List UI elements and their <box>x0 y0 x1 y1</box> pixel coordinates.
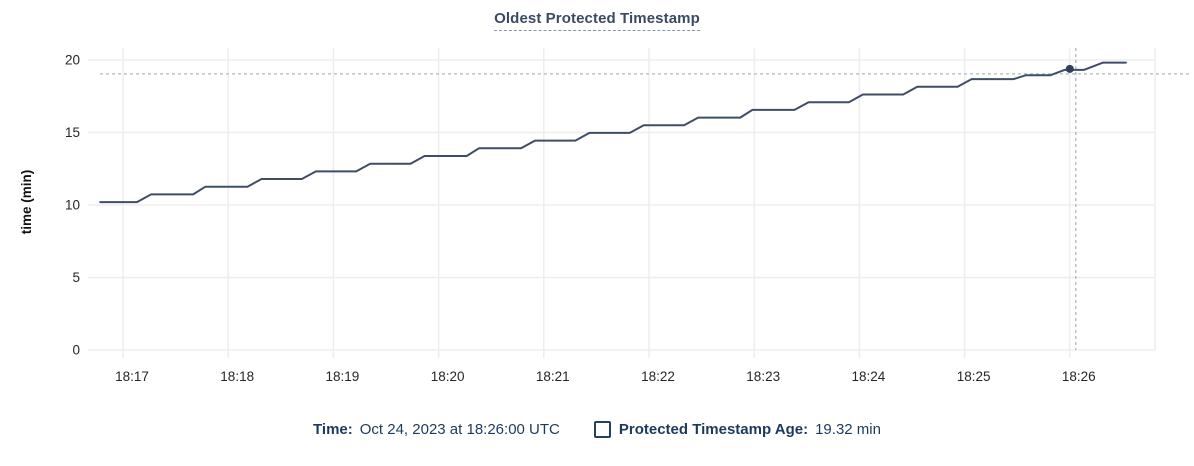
x-tick-label: 18:17 <box>115 369 149 384</box>
x-tick-label: 18:25 <box>957 369 991 384</box>
x-tick-label: 18:26 <box>1062 369 1096 384</box>
y-axis-label: time (min) <box>19 170 34 235</box>
legend-time-value: Oct 24, 2023 at 18:26:00 UTC <box>359 421 560 438</box>
legend-entry-protected-timestamp-age[interactable]: Protected Timestamp Age: 19.32 min <box>593 421 881 438</box>
x-tick-label: 18:23 <box>746 369 780 384</box>
series-line-protected-timestamp-age <box>99 61 1127 204</box>
y-tick-label: 5 <box>72 270 80 285</box>
x-tick-label: 18:21 <box>536 369 570 384</box>
legend-age-label: Protected Timestamp Age: <box>618 421 809 438</box>
y-tick-label: 20 <box>65 53 80 68</box>
x-tick-label: 18:20 <box>431 369 465 384</box>
chart-plot-area[interactable] <box>88 48 1155 350</box>
hovered-data-point <box>1065 64 1074 73</box>
legend-entry-time: Time: Oct 24, 2023 at 18:26:00 UTC <box>313 421 560 438</box>
y-tick-label: 0 <box>72 343 80 358</box>
x-tick-label: 18:19 <box>326 369 360 384</box>
x-tick-label: 18:18 <box>220 369 254 384</box>
series-checkbox-icon[interactable] <box>593 421 611 438</box>
y-tick-label: 10 <box>65 198 80 213</box>
legend-time-label: Time: <box>313 421 353 438</box>
y-tick-label: 15 <box>65 125 80 140</box>
chart-legend: Time: Oct 24, 2023 at 18:26:00 UTC Prote… <box>0 421 1194 438</box>
chart-title-row: Oldest Protected Timestamp <box>0 10 1194 31</box>
chart-title[interactable]: Oldest Protected Timestamp <box>494 10 700 31</box>
x-tick-label: 18:22 <box>641 369 675 384</box>
x-tick-label: 18:24 <box>852 369 886 384</box>
legend-age-value: 19.32 min <box>815 421 881 438</box>
line-chart: 0 5 10 15 20 18:17 18:18 18:19 18:20 18:21 18:22 18… <box>19 48 1192 384</box>
